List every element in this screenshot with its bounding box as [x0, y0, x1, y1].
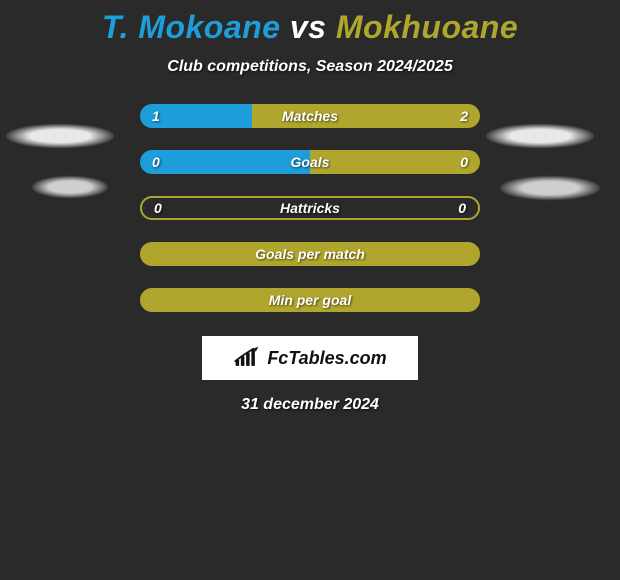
- stat-row: Min per goal: [140, 288, 480, 312]
- stat-label: Hattricks: [280, 200, 340, 216]
- stat-right-value: 0: [458, 200, 466, 216]
- stat-row: Goals per match: [140, 242, 480, 266]
- stat-left-value: 1: [152, 108, 160, 124]
- logo-box[interactable]: FcTables.com: [202, 336, 418, 380]
- stats-rows: 1 Matches 2 0 Goals 0 0 Hattricks 0 Goals per mat…: [140, 104, 480, 312]
- stat-right-value: 2: [460, 108, 468, 124]
- stat-left-value: 0: [152, 154, 160, 170]
- player2-name: Mokhuoane: [336, 9, 518, 45]
- stat-row: 0 Goals 0: [140, 150, 480, 174]
- subtitle: Club competitions, Season 2024/2025: [0, 58, 620, 76]
- stat-left-value: 0: [154, 200, 162, 216]
- stat-row: 1 Matches 2: [140, 104, 480, 128]
- player-shadow: [6, 124, 114, 148]
- stat-right-value: 0: [460, 154, 468, 170]
- date: 31 december 2024: [0, 396, 620, 414]
- vs-text: vs: [290, 9, 327, 45]
- stat-label: Goals: [291, 154, 330, 170]
- title: T. Mokoane vs Mokhuoane: [0, 8, 620, 46]
- logo-text: FcTables.com: [267, 348, 386, 369]
- comparison-card: T. Mokoane vs Mokhuoane Club competition…: [0, 0, 620, 414]
- stat-row: 0 Hattricks 0: [140, 196, 480, 220]
- stat-label: Min per goal: [269, 292, 351, 308]
- player-shadow: [32, 176, 108, 198]
- player1-name: T. Mokoane: [102, 9, 281, 45]
- stat-label: Goals per match: [255, 246, 365, 262]
- stat-label: Matches: [282, 108, 338, 124]
- player-shadow: [486, 124, 594, 148]
- chart-icon: [233, 347, 261, 369]
- player-shadow: [500, 176, 600, 200]
